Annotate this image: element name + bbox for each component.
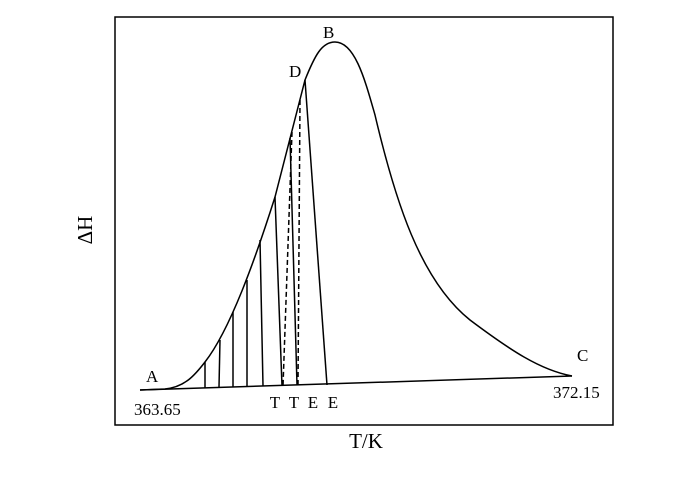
start-temperature: 363.65 xyxy=(134,400,181,419)
mark-label: T xyxy=(289,393,300,412)
point-label: D xyxy=(289,62,301,81)
mark-label: E xyxy=(328,393,338,412)
x-axis-label: T/K xyxy=(349,429,383,453)
y-axis-label: ΔH xyxy=(73,216,97,245)
point-label: A xyxy=(146,367,159,386)
baseline xyxy=(139,375,573,391)
integration-lines xyxy=(204,79,328,388)
curve xyxy=(139,41,573,391)
point-label: C xyxy=(577,346,588,365)
mark-label: E xyxy=(308,393,318,412)
point-label: B xyxy=(323,23,334,42)
frame xyxy=(114,16,614,426)
mark-label: T xyxy=(270,393,281,412)
end-temperature: 372.15 xyxy=(553,383,600,402)
